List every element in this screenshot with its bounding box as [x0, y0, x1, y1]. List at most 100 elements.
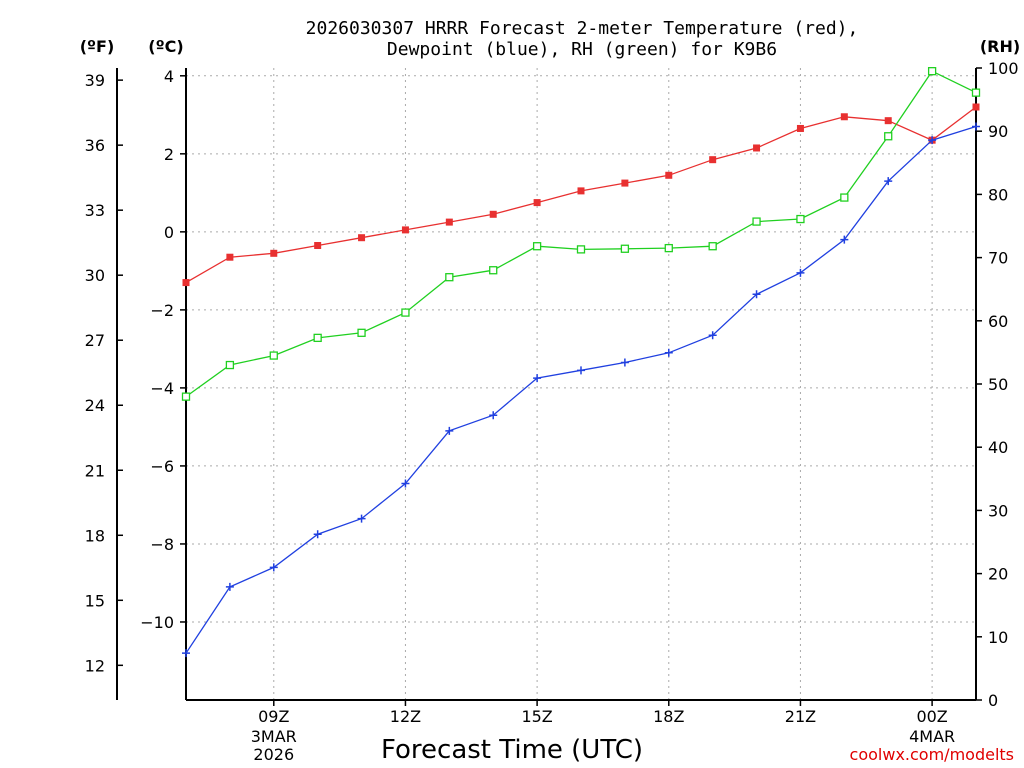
- rh-tick-label: 60: [988, 312, 1008, 331]
- credit-text: coolwx.com/modelts: [850, 745, 1014, 764]
- dewpoint-point: [708, 331, 717, 340]
- celsius-tick-label: 2: [164, 145, 174, 164]
- rh-point: [269, 351, 278, 360]
- dewpoint-point: [357, 514, 366, 523]
- temperature-point: [796, 124, 804, 132]
- dewpoint-point: [972, 122, 980, 131]
- dewpoint-point: [489, 411, 498, 420]
- chart-title-line2: Dewpoint (blue), RH (green) for K9B6: [387, 39, 777, 60]
- temperature-point: [182, 279, 190, 287]
- rh-point: [708, 242, 717, 251]
- temperature-point: [665, 171, 673, 179]
- dewpoint-point: [752, 290, 761, 299]
- grid-lines: [186, 68, 976, 700]
- dewpoint-point: [928, 136, 937, 145]
- fahrenheit-tick-label: 15: [85, 591, 105, 610]
- rh-point: [532, 242, 542, 251]
- rh-series-line: [185, 70, 977, 398]
- x-axis-label: Forecast Time (UTC): [381, 735, 643, 765]
- rh-tick-label: 100: [988, 59, 1019, 78]
- rh-point: [840, 193, 849, 202]
- x-tick-label: 21Z: [785, 707, 816, 726]
- fahrenheit-tick-label: 36: [85, 136, 105, 155]
- celsius-tick-label: 4: [164, 67, 174, 86]
- rh-point: [357, 328, 366, 337]
- rh-tick-label: 30: [988, 501, 1008, 520]
- temperature-point: [358, 234, 366, 242]
- celsius-tick-label: −2: [150, 301, 174, 320]
- fahrenheit-unit-label: (ºF): [80, 37, 115, 56]
- celsius-unit-label: (ºC): [148, 37, 183, 56]
- rh-point: [489, 266, 498, 275]
- temperature-point: [270, 249, 278, 257]
- rh-tick-label: 10: [988, 628, 1008, 647]
- temperature-point: [533, 199, 541, 207]
- dewpoint-point: [269, 563, 278, 572]
- rh-tick-label: 90: [988, 122, 1008, 141]
- data-series: [181, 67, 981, 658]
- temperature-point: [577, 187, 585, 195]
- fahrenheit-tick-label: 39: [85, 71, 105, 90]
- dewpoint-point: [182, 649, 190, 658]
- fahrenheit-tick-label: 24: [85, 396, 105, 415]
- rh-point: [401, 308, 410, 317]
- rh-point: [313, 333, 322, 343]
- rh-tick-label: 40: [988, 438, 1008, 457]
- dewpoint-point: [664, 348, 673, 357]
- temperature-point: [401, 226, 409, 234]
- x-tick-label: 12Z: [390, 707, 421, 726]
- rh-point: [796, 214, 805, 224]
- rh-point: [181, 392, 191, 401]
- fahrenheit-tick-label: 33: [85, 201, 105, 220]
- celsius-tick-label: −4: [150, 379, 174, 398]
- temperature-point: [621, 179, 629, 187]
- rh-tick-label: 0: [988, 691, 998, 710]
- temperature-point: [884, 117, 892, 125]
- fahrenheit-tick-label: 21: [85, 461, 105, 480]
- rh-tick-label: 70: [988, 249, 1008, 268]
- x-tick-label: 18Z: [653, 707, 684, 726]
- dewpoint-point: [313, 530, 322, 539]
- x-tick-label: 00Z: [916, 707, 947, 726]
- chart-title-line1: 2026030307 HRRR Forecast 2-meter Tempera…: [306, 18, 859, 39]
- x-tick-year-label: 2026: [253, 745, 294, 764]
- dewpoint-point: [620, 358, 629, 367]
- dewpoint-point: [840, 235, 849, 244]
- fahrenheit-tick-label: 12: [85, 656, 105, 675]
- x-tick-label: 09Z: [258, 707, 289, 726]
- rh-point: [927, 67, 937, 76]
- temperature-point: [709, 156, 717, 164]
- celsius-tick-label: −6: [150, 457, 174, 476]
- rh-point: [884, 132, 893, 141]
- rh-point: [620, 244, 630, 253]
- rh-point: [445, 273, 454, 282]
- dewpoint-point: [884, 177, 893, 186]
- rh-point: [664, 243, 673, 253]
- temperature-point: [226, 253, 234, 261]
- rh-tick-label: 80: [988, 185, 1008, 204]
- rh-point: [971, 88, 981, 97]
- temperature-point: [753, 144, 761, 152]
- temperature-point: [489, 210, 497, 218]
- dewpoint-point: [533, 374, 542, 383]
- rh-point: [752, 217, 761, 226]
- rh-unit-label: (RH): [980, 37, 1020, 56]
- fahrenheit-tick-label: 27: [85, 331, 105, 350]
- temperature-point: [445, 218, 453, 226]
- dewpoint-point: [401, 479, 410, 488]
- temperature-series-line: [185, 106, 977, 284]
- axes: 420−2−4−6−8−1039363330272421181512100908…: [85, 59, 1019, 764]
- temperature-point: [840, 113, 848, 121]
- fahrenheit-tick-label: 30: [85, 266, 105, 285]
- rh-point: [576, 245, 586, 254]
- x-tick-date-label: 3MAR: [251, 727, 297, 746]
- temperature-point: [314, 242, 322, 250]
- x-tick-label: 15Z: [521, 707, 552, 726]
- fahrenheit-tick-label: 18: [85, 526, 105, 545]
- temperature-point: [972, 103, 980, 111]
- celsius-tick-label: −10: [140, 613, 174, 632]
- dewpoint-point: [225, 582, 234, 591]
- rh-tick-label: 50: [988, 375, 1008, 394]
- x-tick-date-label: 4MAR: [909, 727, 955, 746]
